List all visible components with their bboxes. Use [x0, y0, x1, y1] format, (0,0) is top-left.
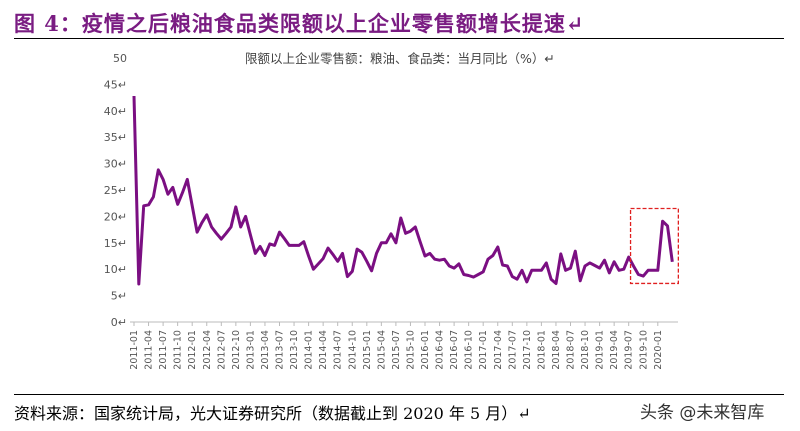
figure-title: 图 4：疫情之后粮油食品类限额以上企业零售额增长提速↵: [14, 11, 585, 36]
x-tick-label: 2011-07: [158, 330, 169, 370]
x-tick-label: 2011-01: [129, 330, 140, 370]
x-tick-label: 2018-01: [536, 330, 547, 370]
watermark: 头条 @未来智库: [640, 403, 765, 423]
x-tick-label: 2017-10: [522, 330, 533, 370]
x-tick-label: 2013-10: [289, 330, 300, 370]
y-tick-label: 15↵: [104, 237, 127, 250]
x-tick-label: 2019-01: [595, 330, 606, 370]
x-tick-label: 2012-10: [231, 330, 242, 370]
x-tick-label: 2016-04: [435, 330, 446, 370]
y-tick-label: 40↵: [104, 105, 127, 118]
x-tick-label: 2017-07: [507, 330, 518, 370]
x-tick-label: 2013-04: [260, 330, 271, 370]
x-tick-label: 2013-07: [275, 330, 286, 370]
x-tick-label: 2018-07: [566, 330, 577, 370]
x-tick-label: 2015-04: [376, 330, 387, 370]
y-tick-label: 30↵: [104, 158, 127, 171]
x-tick-label: 2018-10: [580, 330, 591, 370]
y-tick-label: 5↵: [111, 290, 127, 303]
y-tick-label: 20↵: [104, 210, 127, 223]
x-tick-label: 2016-01: [420, 330, 431, 370]
x-tick-label: 2020-01: [653, 330, 664, 370]
source-note: 资料来源：国家统计局，光大证券研究所（数据截止到 2020 年 5 月）↵: [14, 404, 531, 423]
x-tick-label: 2019-04: [609, 330, 620, 370]
x-tick-label: 2017-04: [493, 330, 504, 370]
y-tick-label: 10↵: [104, 263, 127, 276]
x-tick-label: 2013-01: [245, 330, 256, 370]
x-tick-label: 2015-01: [362, 330, 373, 370]
x-tick-label: 2017-01: [478, 330, 489, 370]
footer-divider: [14, 394, 784, 395]
y-tick-label: 50: [113, 52, 127, 65]
x-tick-label: 2019-07: [624, 330, 635, 370]
chart-title: 限额以上企业零售额：粮油、食品类：当月同比（%）↵: [245, 51, 555, 66]
y-tick-label: 25↵: [104, 184, 127, 197]
x-tick-label: 2018-04: [551, 330, 562, 370]
x-tick-label: 2014-01: [304, 330, 315, 370]
x-tick-label: 2012-04: [202, 330, 213, 370]
x-tick-label: 2012-01: [187, 330, 198, 370]
x-tick-label: 2014-10: [347, 330, 358, 370]
x-tick-label: 2015-07: [391, 330, 402, 370]
series-line: [132, 95, 674, 286]
x-tick-label: 2014-04: [318, 330, 329, 370]
x-tick-label: 2014-07: [333, 330, 344, 370]
x-tick-label: 2016-07: [449, 330, 460, 370]
x-tick-label: 2011-04: [144, 330, 155, 370]
x-tick-label: 2015-10: [405, 330, 416, 370]
x-tick-label: 2012-07: [216, 330, 227, 370]
y-tick-label: 45↵: [104, 78, 127, 91]
x-tick-label: 2016-10: [464, 330, 475, 370]
y-tick-label: 0↵: [111, 316, 127, 329]
y-tick-label: 35↵: [104, 131, 127, 144]
x-tick-label: 2019-10: [638, 330, 649, 370]
x-tick-label: 2011-10: [173, 330, 184, 370]
title-divider: [14, 38, 784, 39]
highlight-box: [629, 207, 679, 285]
